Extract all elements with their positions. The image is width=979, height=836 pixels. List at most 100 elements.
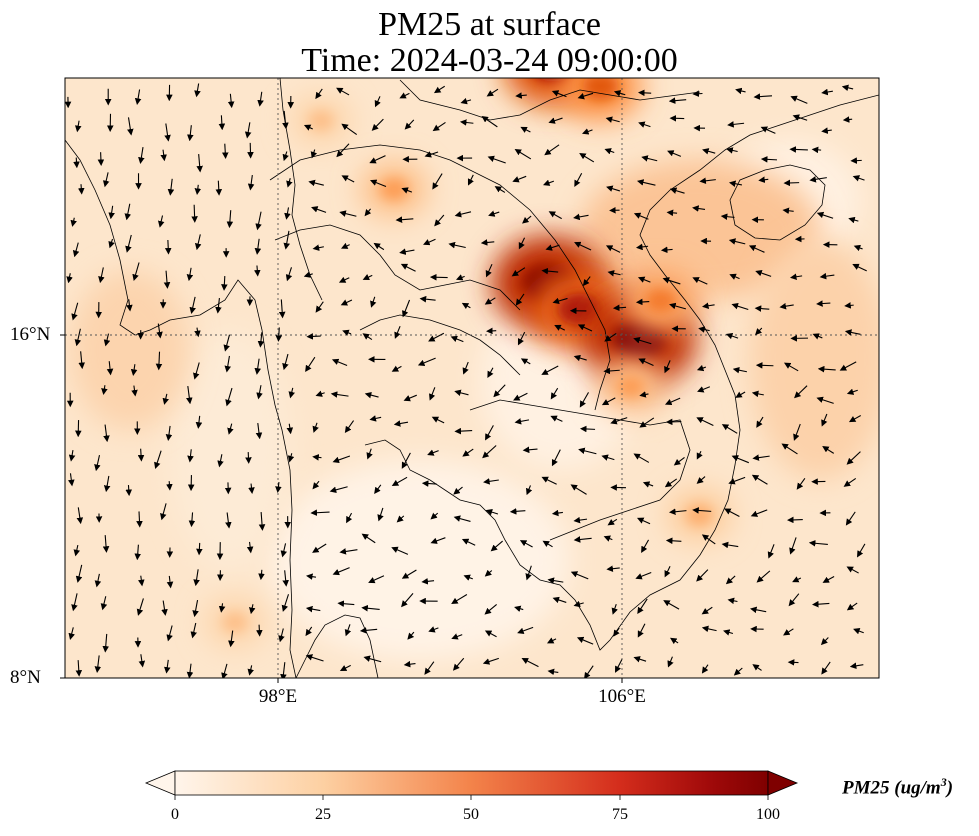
wind-arrow [664, 565, 671, 578]
wind-arrow [70, 217, 77, 227]
wind-arrow [641, 155, 658, 162]
wind-arrow [541, 365, 559, 375]
wind-arrow [306, 573, 317, 580]
wind-arrow [315, 390, 325, 397]
wind-arrow [809, 176, 827, 183]
wind-arrow [218, 115, 226, 131]
wind-arrow [822, 446, 835, 454]
wind-arrow [767, 544, 775, 559]
wind-arrow [821, 127, 832, 134]
wind-arrow [419, 295, 436, 303]
wind-arrow [727, 597, 738, 605]
wind-arrow [582, 276, 591, 287]
wind-arrow [339, 664, 351, 672]
wind-arrow [364, 208, 372, 217]
wind-arrow [103, 333, 111, 347]
wind-arrow [820, 637, 829, 646]
wind-arrow [846, 602, 858, 611]
wind-arrow [752, 454, 770, 461]
wind-arrow [702, 148, 716, 155]
wind-arrow [308, 179, 324, 187]
wind-arrow [574, 241, 592, 251]
wind-arrow [278, 299, 286, 319]
wind-arrow [615, 659, 623, 673]
pm25-hotspot [539, 78, 567, 82]
wind-arrow [460, 97, 472, 105]
wind-arrow [779, 302, 794, 310]
wind-arrow [134, 89, 142, 105]
wind-arrow [724, 508, 740, 517]
wind-arrow [305, 605, 321, 613]
wind-arrow [603, 367, 620, 375]
wind-arrow [275, 327, 283, 342]
wind-arrow [573, 536, 592, 543]
wind-arrow [286, 178, 293, 188]
wind-arrow [102, 633, 110, 653]
wind-arrow [77, 184, 85, 195]
wind-arrow [515, 293, 525, 306]
wind-arrow [811, 600, 830, 608]
wind-arrow [76, 507, 84, 525]
wind-arrow [306, 333, 321, 340]
wind-arrow [699, 177, 716, 185]
wind-arrow [696, 476, 706, 484]
wind-arrow [783, 362, 799, 372]
wind-arrow [258, 511, 266, 531]
wind-arrow [846, 566, 859, 574]
wind-arrow [521, 658, 539, 668]
wind-arrow [639, 391, 649, 398]
wind-arrow [331, 358, 348, 367]
wind-arrow [391, 546, 409, 555]
wind-arrow [581, 128, 593, 135]
wind-arrow [696, 450, 703, 460]
wind-arrow [816, 396, 834, 404]
wind-arrow [760, 156, 778, 163]
wind-arrow [668, 508, 687, 516]
wind-arrow [633, 212, 649, 220]
wind-arrow [789, 146, 808, 153]
wind-arrow [606, 565, 620, 572]
wind-arrow [607, 270, 621, 277]
wind-arrow [579, 425, 596, 433]
wind-arrow [792, 576, 802, 583]
wind-arrow [374, 96, 381, 108]
wind-arrow [544, 144, 560, 156]
colorbar-tick-0: 0 [171, 806, 179, 823]
wind-arrow [312, 244, 324, 251]
wind-arrow [226, 210, 234, 229]
wind-arrow [187, 449, 194, 463]
wind-arrow [844, 302, 854, 309]
wind-arrow [480, 239, 495, 246]
wind-arrow [610, 417, 628, 425]
wind-arrow [613, 90, 626, 97]
wind-arrow [519, 540, 533, 548]
wind-arrow [136, 598, 144, 616]
wind-arrow [752, 664, 762, 671]
wind-arrow [401, 187, 413, 194]
wind-arrow [137, 448, 145, 462]
wind-arrow [459, 119, 474, 126]
wind-arrow [731, 455, 749, 464]
wind-arrow [344, 420, 355, 434]
wind-arrow [310, 509, 330, 516]
wind-arrow [750, 509, 768, 517]
wind-arrow [515, 92, 527, 99]
wind-arrow [254, 358, 261, 375]
wind-arrow [432, 173, 443, 190]
wind-arrow [280, 543, 288, 558]
wind-arrow [227, 93, 235, 109]
wind-arrow [605, 116, 620, 123]
wind-arrow [663, 600, 680, 610]
wind-arrow [427, 449, 439, 456]
wind-arrow [611, 604, 618, 615]
wind-arrow [193, 569, 200, 587]
wind-arrow [400, 263, 416, 272]
wind-arrow [68, 473, 75, 487]
wind-arrow [417, 357, 436, 366]
wind-arrow [845, 511, 856, 526]
pm25-hotspot [644, 288, 677, 314]
wind-arrow [305, 626, 313, 637]
wind-arrow [215, 180, 223, 196]
wind-arrow [341, 175, 355, 183]
wind-arrow [512, 175, 527, 183]
